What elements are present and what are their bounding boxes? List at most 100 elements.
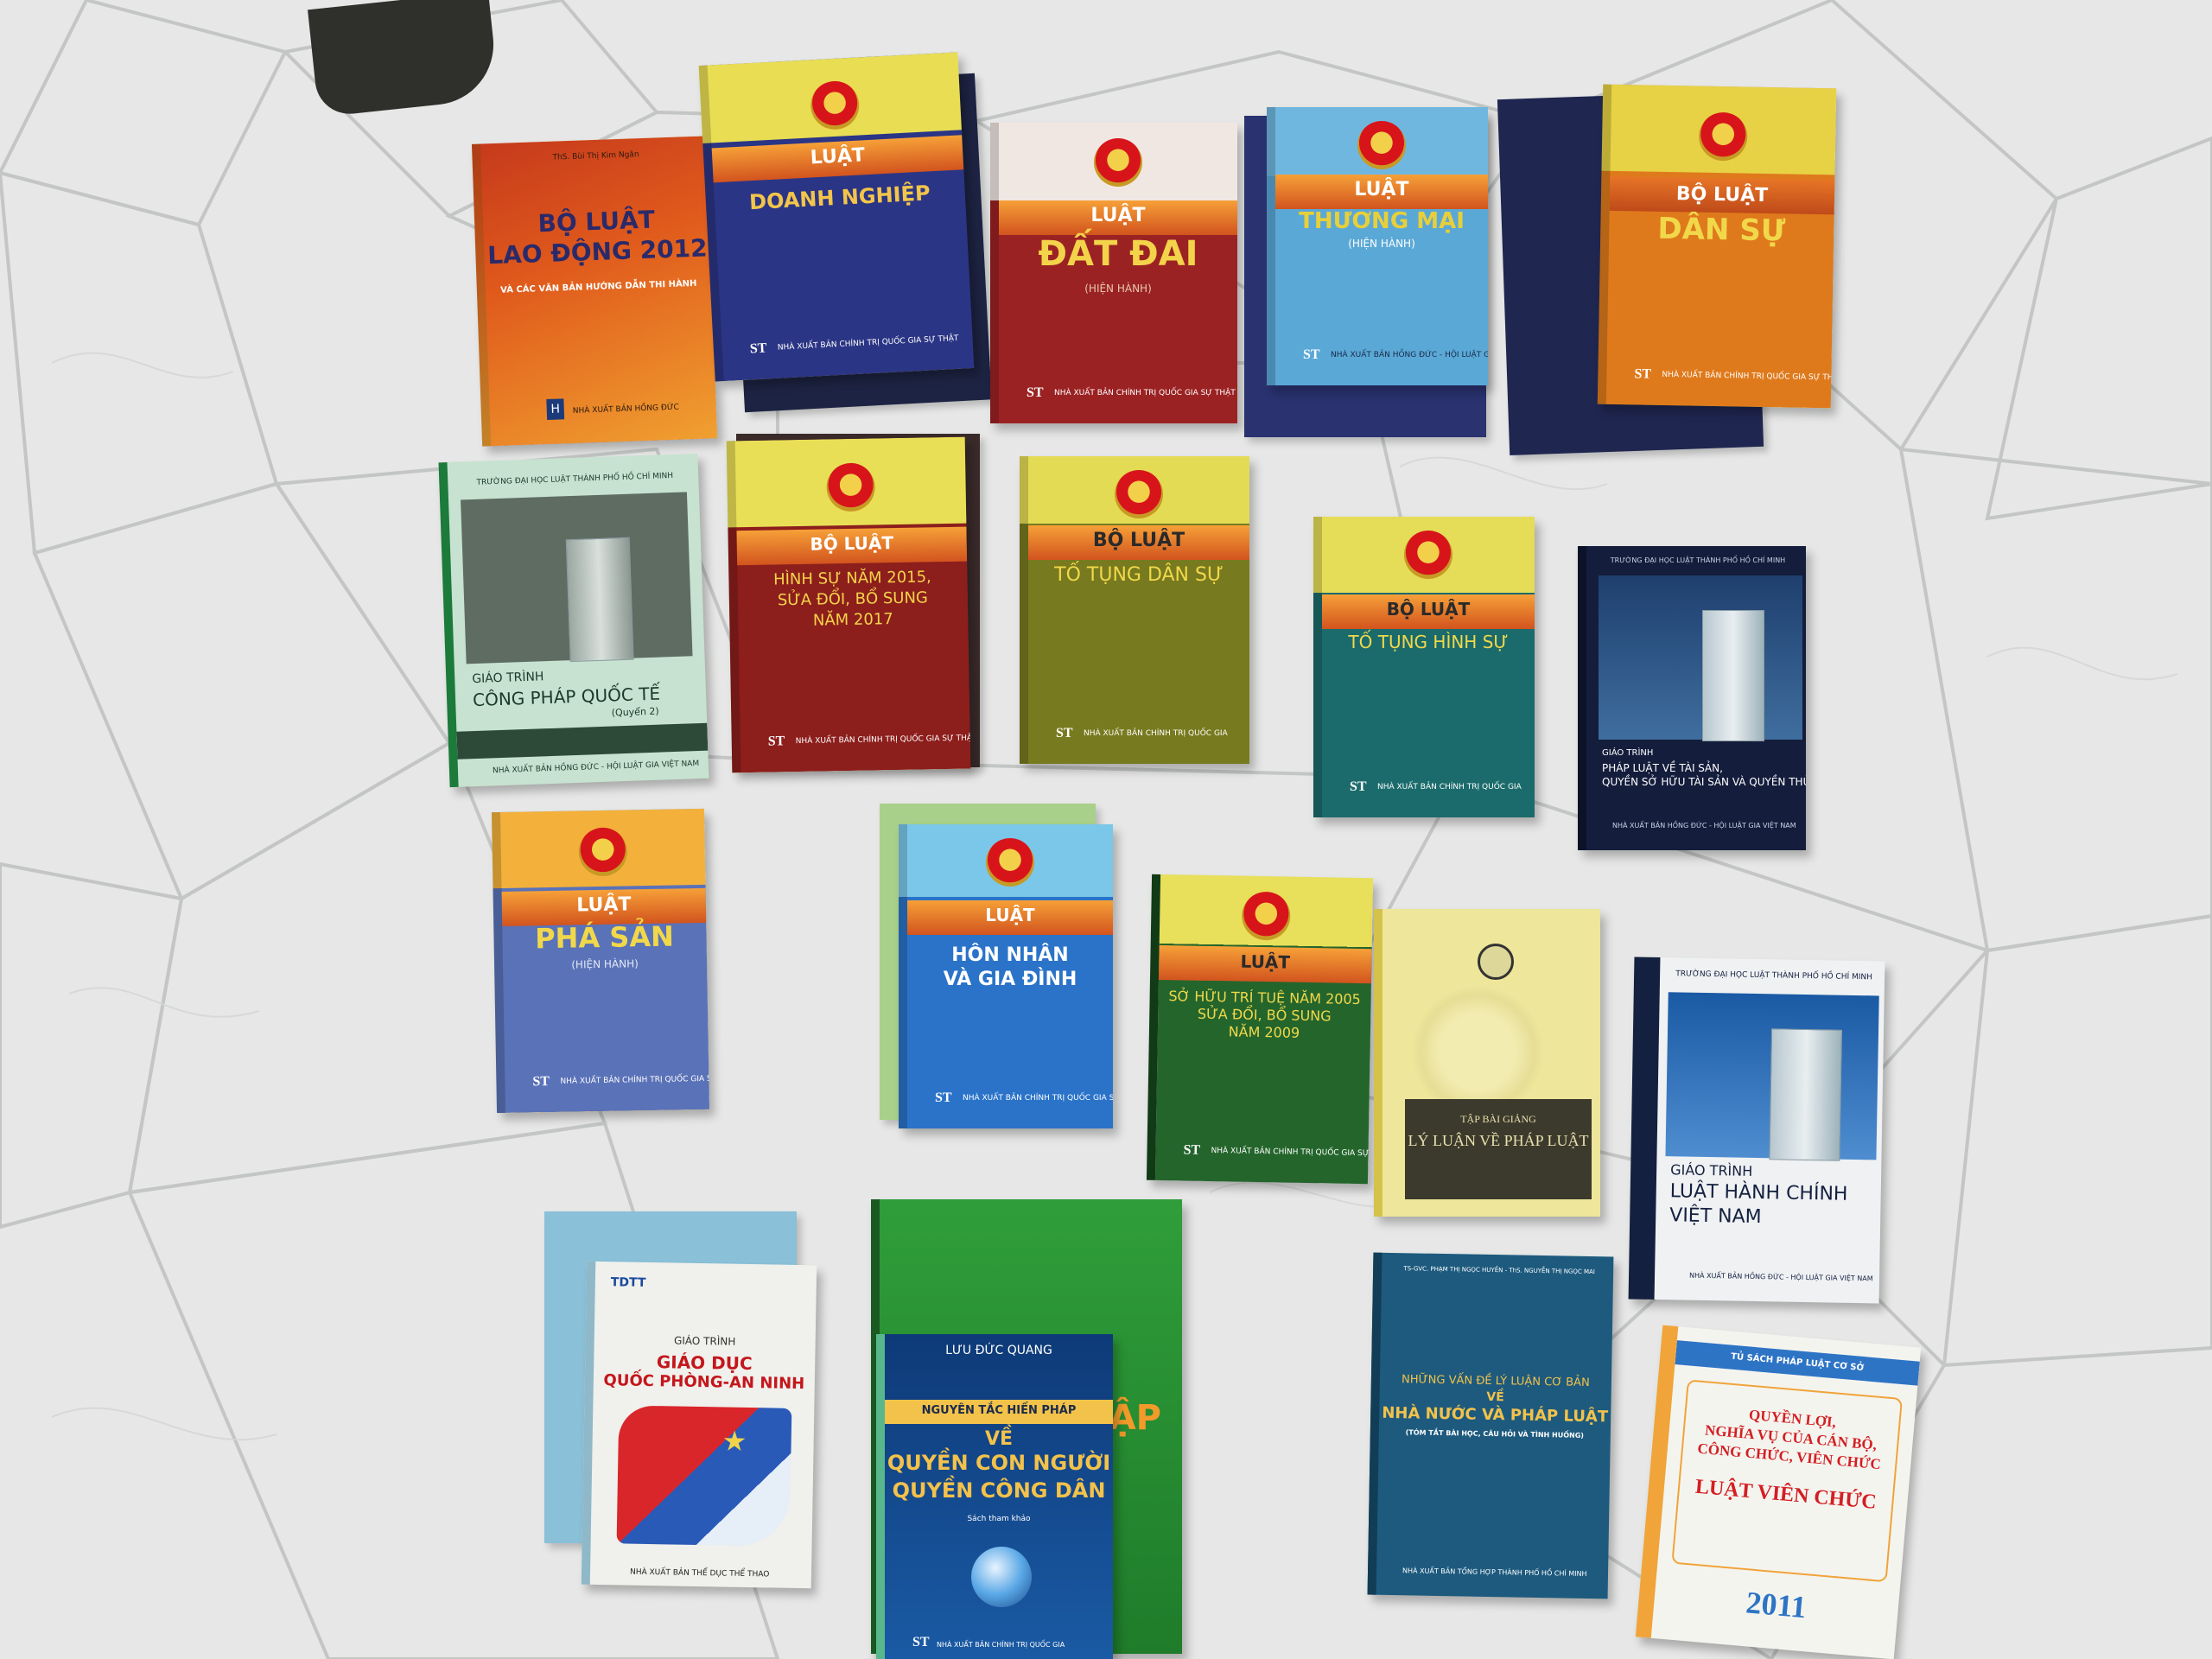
book-bo-luat-hinh-su: BỘ LUẬT HÌNH SỰ NĂM 2015, SỬA ĐỔI, BỔ SU… — [726, 436, 971, 773]
national-emblem-icon — [1698, 111, 1748, 162]
subtitle: VÀ CÁC VĂN BẢN HƯỚNG DẪN THI HÀNH — [500, 278, 697, 296]
title-line-1: PHÁP LUẬT VỀ TÀI SẢN, — [1602, 762, 1723, 774]
publisher: NHÀ XUẤT BẢN THỂ DỤC THỂ THAO — [629, 1567, 770, 1580]
publisher: NHÀ XUẤT BẢN CHÍNH TRỊ QUỐC GIA SỰ THẬT — [795, 734, 971, 747]
volume: (Quyển 2) — [611, 705, 659, 719]
logo-h-icon: H — [546, 398, 565, 421]
title-panel: TẬP BÀI GIẢNG LÝ LUẬN VỀ PHÁP LUẬT — [1405, 1099, 1592, 1199]
publisher: NHÀ XUẤT BẢN CHÍNH TRỊ QUỐC GIA SỰ THẬT — [1054, 389, 1236, 397]
law-kind: LUẬT — [985, 905, 1035, 925]
st-logo: ST — [1634, 366, 1652, 382]
building-photo — [461, 492, 693, 664]
law-title: TỐ TỤNG DÂN SỰ — [1054, 564, 1224, 586]
school-name: TRƯỜNG ĐẠI HỌC LUẬT THÀNH PHỐ HỒ CHÍ MIN… — [1610, 556, 1786, 564]
series: TỦ SÁCH PHÁP LUẬT CƠ SỞ — [1730, 1351, 1865, 1374]
law-kind: BỘ LUẬT — [1386, 599, 1471, 620]
st-logo: ST — [749, 340, 767, 357]
band-text: NGUYÊN TẮC HIẾN PHÁP — [921, 1404, 1077, 1417]
school-name: TRƯỜNG ĐẠI HỌC LUẬT THÀNH PHỐ HỒ CHÍ MIN… — [476, 471, 674, 487]
law-kind: LUẬT — [576, 893, 632, 917]
book-cong-phap-quoc-te: TRƯỜNG ĐẠI HỌC LUẬT THÀNH PHỐ HỒ CHÍ MIN… — [438, 453, 709, 788]
title-line-3: NĂM 2017 — [812, 610, 893, 630]
title-line-2: LAO ĐỘNG 2012 — [486, 233, 709, 270]
stripe — [456, 722, 709, 760]
national-emblem-icon — [1404, 531, 1452, 579]
title-line-2: QUYỀN CON NGƯỜI — [887, 1451, 1111, 1475]
publisher: NHÀ XUẤT BẢN CHÍNH TRỊ QUỐC GIA SỰ THẬT — [777, 334, 959, 353]
title-band: NGUYÊN TẮC HIẾN PHÁP — [885, 1400, 1113, 1424]
title-line-1: LUẬT HÀNH CHÍNH — [1669, 1180, 1848, 1205]
publisher: NHÀ XUẤT BẢN CHÍNH TRỊ QUỐC GIA SỰ THẬT — [963, 1094, 1113, 1103]
title-line-1: VỀ — [984, 1428, 1014, 1450]
publisher: NHÀ XUẤT BẢN CHÍNH TRỊ QUỐC GIA SỰ THẬT — [560, 1074, 710, 1086]
law-kind: BỘ LUẬT — [810, 532, 894, 555]
law-title: DOANH NGHIỆP — [748, 181, 931, 215]
book-ly-luan-phap-luat: TẬP BÀI GIẢNG LÝ LUẬN VỀ PHÁP LUẬT — [1374, 909, 1600, 1217]
national-emblem-icon — [986, 838, 1034, 887]
book-luat-vien-chuc: TỦ SÁCH PHÁP LUẬT CƠ SỞ QUYỀN LỢI, NGHĨA… — [1635, 1325, 1922, 1659]
st-logo: ST — [1027, 385, 1044, 400]
globe-icon — [971, 1547, 1032, 1607]
national-emblem-icon — [809, 79, 861, 131]
title-line-2: QUỐC PHÒNG-AN NINH — [603, 1371, 805, 1394]
book-phap-luat-tai-san: TRƯỜNG ĐẠI HỌC LUẬT THÀNH PHỐ HỒ CHÍ MIN… — [1578, 546, 1806, 850]
title: LÝ LUẬN VỀ PHÁP LUẬT — [1408, 1132, 1589, 1149]
title-line-4: LUẬT VIÊN CHỨC — [1694, 1475, 1878, 1514]
law-kind: BỘ LUẬT — [1675, 183, 1769, 207]
book-luat-doanh-nghiep: LUẬT DOANH NGHIỆP ST NHÀ XUẤT BẢN CHÍNH … — [698, 52, 975, 382]
spine-text: LUẬT HÀNH CHÍNH VIỆT NAM — [1638, 982, 1652, 1122]
law-title: TỐ TỤNG HÌNH SỰ — [1348, 632, 1509, 652]
title-line-2: VIỆT NAM — [1669, 1205, 1762, 1229]
title-line-3: QUYỀN CÔNG DÂN — [892, 1478, 1106, 1503]
book-lao-dong-2012: ThS. Bùi Thị Kim Ngân BỘ LUẬT LAO ĐỘNG 2… — [471, 136, 718, 447]
label: GIÁO TRÌNH — [673, 1334, 736, 1348]
publisher: NHÀ XUẤT BẢN CHÍNH TRỊ QUỐC GIA SỰ THẬT — [1662, 370, 1837, 383]
subtitle: (TÓM TẮT BÀI HỌC, CÂU HỎI VÀ TÌNH HUỐNG) — [1405, 1428, 1585, 1440]
title-line-1: HÌNH SỰ NĂM 2015, — [772, 568, 931, 589]
st-logo: ST — [1183, 1142, 1201, 1158]
law-title: THƯƠNG MẠI — [1299, 208, 1465, 234]
book-luat-hanh-chinh: LUẬT HÀNH CHÍNH VIỆT NAM TRƯỜNG ĐẠI HỌC … — [1628, 957, 1885, 1304]
law-title: ĐẤT ĐAI — [1038, 234, 1198, 274]
law-kind: LUẬT — [1090, 205, 1146, 226]
book-luat-dat-dai: LUẬT ĐẤT ĐAI (HIỆN HÀNH) ST NHÀ XUẤT BẢN… — [990, 123, 1237, 423]
book-luat-hon-nhan: LUẬT HÔN NHÂN VÀ GIA ĐÌNH ST NHÀ XUẤT BẢ… — [899, 824, 1113, 1128]
law-title: DÂN SỰ — [1657, 211, 1786, 249]
book-bo-luat-to-tung-dan-su: BỘ LUẬT TỐ TỤNG DÂN SỰ ST NHÀ XUẤT BẢN C… — [1020, 456, 1249, 764]
building-photo — [1665, 992, 1879, 1161]
st-logo: ST — [1056, 726, 1073, 741]
map-illustration: ★ — [616, 1405, 792, 1547]
law-subtitle: (HIỆN HÀNH) — [1348, 238, 1415, 250]
national-emblem-icon — [826, 462, 876, 512]
author-line: ThS. Bùi Thị Kim Ngân — [552, 150, 639, 162]
law-title: PHÁ SẢN — [534, 919, 675, 956]
author: LƯU ĐỨC QUANG — [945, 1344, 1052, 1357]
title-line-2: VÀ GIA ĐÌNH — [943, 969, 1077, 990]
title-frame: QUYỀN LỢI, NGHĨA VỤ CỦA CÁN BỘ, CÔNG CHỨ… — [1671, 1379, 1904, 1583]
title-line-1: SỞ HỮU TRÍ TUỆ NĂM 2005 — [1168, 988, 1361, 1008]
publisher: NHÀ XUẤT BẢN CHÍNH TRỊ QUỐC GIA — [937, 1641, 1065, 1649]
law-subtitle: (HIỆN HÀNH) — [571, 957, 639, 971]
publisher: NHÀ XUẤT BẢN HỒNG ĐỨC - HỘI LUẬT GIA VIỆ… — [1612, 822, 1796, 830]
national-emblem-icon — [1357, 121, 1406, 169]
school-seal-icon — [1478, 944, 1514, 980]
title-line-2: SỬA ĐỔI, BỔ SUNG — [777, 588, 929, 610]
book-luat-so-huu-tri-tue: LUẬT SỞ HỮU TRÍ TUỆ NĂM 2005 SỬA ĐỔI, BỔ… — [1146, 874, 1374, 1185]
publisher: NHÀ XUẤT BẢN HỒNG ĐỨC - HỘI LUẬT GIA VIỆ… — [1331, 351, 1488, 359]
publisher: NHÀ XUẤT BẢN CHÍNH TRỊ QUỐC GIA — [1084, 729, 1228, 738]
book-quyen-con-nguoi: LƯU ĐỨC QUANG NGUYÊN TẮC HIẾN PHÁP VỀ QU… — [876, 1334, 1113, 1659]
book-bo-luat-dan-su: BỘ LUẬT DÂN SỰ ST NHÀ XUẤT BẢN CHÍNH TRỊ… — [1597, 84, 1837, 409]
national-emblem-icon — [1094, 138, 1142, 187]
tdtt-logo: TDTT — [610, 1275, 646, 1290]
school-name: TRƯỜNG ĐẠI HỌC LUẬT THÀNH PHỐ HỒ CHÍ MIN… — [1675, 969, 1873, 982]
title-line-3: NHÀ NƯỚC VÀ PHÁP LUẬT — [1382, 1403, 1609, 1427]
title-fragment: ẬP — [1109, 1398, 1161, 1438]
st-logo: ST — [935, 1090, 952, 1105]
label: TẬP BÀI GIẢNG — [1460, 1113, 1536, 1125]
st-logo: ST — [767, 734, 785, 749]
publisher: NHÀ XUẤT BẢN TỔNG HỢP THÀNH PHỐ HỒ CHÍ M… — [1402, 1567, 1587, 1578]
title-line-1: NHỮNG VẤN ĐỀ LÝ LUẬN CƠ BẢN — [1401, 1373, 1590, 1389]
series-band: TỦ SÁCH PHÁP LUẬT CƠ SỞ — [1675, 1340, 1920, 1386]
law-kind: LUẬT — [1240, 950, 1291, 973]
publisher: NHÀ XUẤT BẢN CHÍNH TRỊ QUỐC GIA SỰ THẬT — [1211, 1147, 1373, 1159]
